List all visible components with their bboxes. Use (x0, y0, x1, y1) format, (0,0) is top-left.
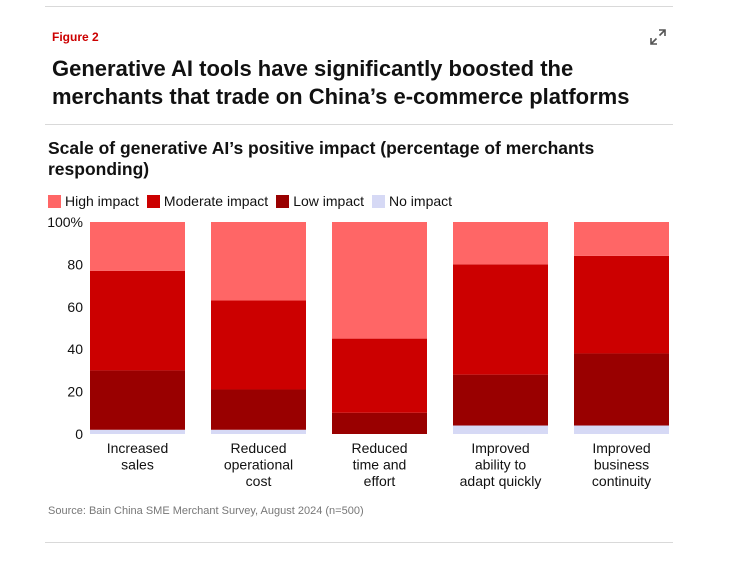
legend-label: No impact (389, 193, 453, 209)
x-tick-label-line: sales (121, 457, 154, 473)
legend-label: High impact (65, 193, 139, 209)
legend-label: Moderate impact (163, 193, 269, 209)
legend-item-low-impact: Low impact (276, 193, 364, 209)
y-tick-label: 100% (47, 214, 83, 230)
legend-label: Low impact (293, 193, 365, 209)
x-tick-label-line: time and (353, 457, 407, 473)
expand-icon[interactable] (648, 27, 668, 47)
legend-item-moderate-impact: Moderate impact (146, 193, 269, 209)
y-tick-label: 40 (67, 341, 83, 357)
bottom-rule (45, 542, 673, 543)
top-rule (45, 6, 673, 7)
title-divider (45, 124, 673, 125)
x-tick-label-line: cost (246, 473, 272, 489)
y-tick-label: 80 (67, 256, 83, 272)
x-tick-label: Reduced operational cost (224, 440, 293, 489)
x-tick-label: Improved ability to adapt quickly (460, 440, 542, 489)
x-tick-label-line: continuity (592, 473, 651, 489)
x-tick-label-line: Improved (471, 440, 529, 456)
legend-swatch (372, 194, 386, 208)
source-note: Source: Bain China SME Merchant Survey, … (48, 505, 364, 517)
x-tick-label: Reduced time and effort (351, 440, 407, 489)
y-tick-label: 0 (75, 426, 83, 442)
x-tick-label-line: ability to (475, 457, 527, 473)
headline: Generative AI tools have significantly b… (52, 56, 630, 109)
bar-segment-no-impact (90, 429, 185, 434)
x-tick-label-line: business (594, 457, 649, 473)
bar-segment-moderate-impact (90, 270, 185, 371)
legend-swatch (276, 194, 290, 208)
bar-segment-moderate-impact (574, 255, 669, 354)
chart-legend: High impact Moderate impact Low impact No i… (48, 193, 460, 209)
bar-segment-high-impact (574, 222, 669, 256)
bar-segment-high-impact (211, 222, 306, 301)
x-tick-label: Improved business continuity (592, 440, 651, 489)
x-tick-label-line: Reduced (230, 440, 286, 456)
x-tick-label-line: adapt quickly (460, 473, 542, 489)
bar-segment-no-impact (453, 425, 548, 434)
legend-swatch (48, 194, 61, 208)
bar-segment-low-impact (211, 389, 306, 430)
bar-segment-moderate-impact (211, 300, 306, 390)
legend-item-high-impact: High impact (48, 193, 139, 209)
bar-segment-high-impact (332, 222, 427, 339)
legend-item-no-impact: No impact (372, 193, 452, 209)
y-tick-label: 20 (67, 384, 83, 400)
x-tick-label-line: operational (224, 457, 293, 473)
bar-segment-no-impact (574, 425, 669, 434)
figure-label: Figure 2 (52, 30, 99, 44)
bar-segment-moderate-impact (332, 338, 427, 413)
bar-segment-moderate-impact (453, 264, 548, 375)
bar-segment-low-impact (453, 374, 548, 426)
bar-segment-high-impact (453, 222, 548, 265)
bar-segment-high-impact (90, 222, 185, 271)
x-tick-label-line: Improved (592, 440, 650, 456)
bar-segment-low-impact (574, 353, 669, 426)
bar-segment-no-impact (211, 429, 306, 434)
bar-segment-low-impact (90, 370, 185, 430)
x-tick-label-line: Reduced (351, 440, 407, 456)
legend-swatch (146, 194, 160, 208)
chart-title: Scale of generative AI’s positive impact… (48, 138, 595, 179)
x-tick-label-line: effort (364, 473, 396, 489)
bar-segment-low-impact (332, 412, 427, 434)
y-tick-label: 60 (67, 299, 83, 315)
x-tick-label: Increased sales (107, 440, 168, 473)
x-tick-label-line: Increased (107, 440, 168, 456)
